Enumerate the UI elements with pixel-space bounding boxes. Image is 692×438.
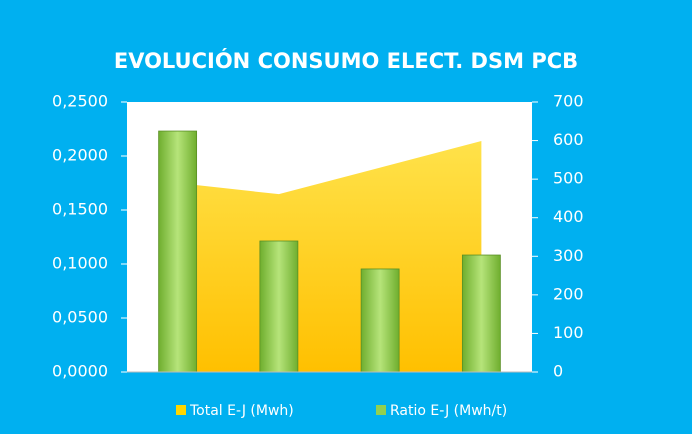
y2-tick-label: 200: [553, 284, 584, 303]
y-tick-label: 0,2000: [52, 146, 108, 165]
bar: [259, 240, 299, 373]
y2-tick-label: 100: [553, 323, 584, 342]
y-tick-label: 0,0000: [52, 362, 108, 381]
y2-tick-label: 0: [553, 362, 563, 381]
bar: [158, 130, 198, 373]
bar: [360, 268, 400, 373]
legend-label: Total E-J (Mwh): [189, 403, 294, 419]
y2-tick-label: 700: [553, 92, 584, 111]
y-tick-label: 0,0500: [52, 308, 108, 327]
legend-label: Ratio E-J (Mwh/t): [390, 403, 507, 419]
y-tick-label: 0,1500: [52, 200, 108, 219]
legend-swatch: [376, 405, 386, 415]
y2-tick-label: 500: [553, 169, 584, 188]
legend-swatch: [176, 405, 186, 415]
area: [177, 140, 482, 372]
y-tick-label: 0,2500: [52, 92, 108, 111]
bar: [461, 254, 501, 373]
chart-title: EVOLUCIÓN CONSUMO ELECT. DSM PCB: [114, 48, 578, 73]
y2-tick-label: 300: [553, 246, 584, 265]
y2-tick-label: 400: [553, 207, 584, 226]
y-tick-label: 0,1000: [52, 254, 108, 273]
y2-tick-label: 600: [553, 130, 584, 149]
